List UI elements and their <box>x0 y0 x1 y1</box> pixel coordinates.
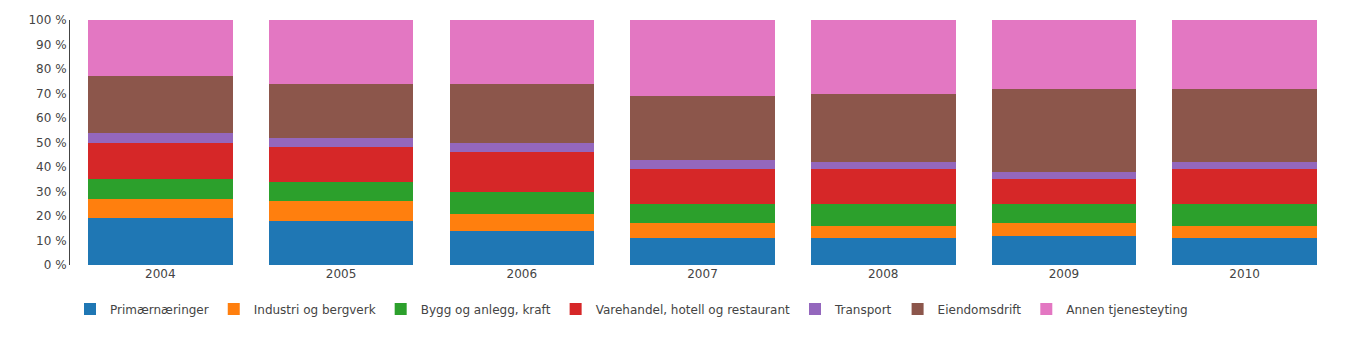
svg-text:2008: 2008 <box>868 267 899 281</box>
svg-text:100 %: 100 % <box>28 13 66 27</box>
svg-text:50 %: 50 % <box>36 136 67 150</box>
svg-text:Annen tjenesteyting: Annen tjenesteyting <box>1066 303 1187 317</box>
svg-text:30 %: 30 % <box>36 185 67 199</box>
svg-text:Transport: Transport <box>834 303 892 317</box>
svg-text:Industri og bergverk: Industri og bergverk <box>254 303 376 317</box>
svg-text:90 %: 90 % <box>36 38 67 52</box>
svg-text:Primærnæringer: Primærnæringer <box>110 303 209 317</box>
svg-text:40 %: 40 % <box>36 160 67 174</box>
svg-text:0 %: 0 % <box>44 258 67 272</box>
svg-text:2006: 2006 <box>507 267 538 281</box>
svg-text:2005: 2005 <box>326 267 357 281</box>
svg-text:Varehandel, hotell og restaura: Varehandel, hotell og restaurant <box>596 303 790 317</box>
svg-text:Bygg og anlegg, kraft: Bygg og anlegg, kraft <box>421 303 551 317</box>
svg-text:Eiendomsdrift: Eiendomsdrift <box>938 303 1022 317</box>
svg-text:2004: 2004 <box>145 267 176 281</box>
svg-text:70 %: 70 % <box>36 87 67 101</box>
svg-text:2009: 2009 <box>1049 267 1080 281</box>
svg-text:2007: 2007 <box>687 267 718 281</box>
svg-text:20 %: 20 % <box>36 209 67 223</box>
svg-text:80 %: 80 % <box>36 62 67 76</box>
svg-text:10 %: 10 % <box>36 234 67 248</box>
svg-text:60 %: 60 % <box>36 111 67 125</box>
svg-text:2010: 2010 <box>1229 267 1260 281</box>
